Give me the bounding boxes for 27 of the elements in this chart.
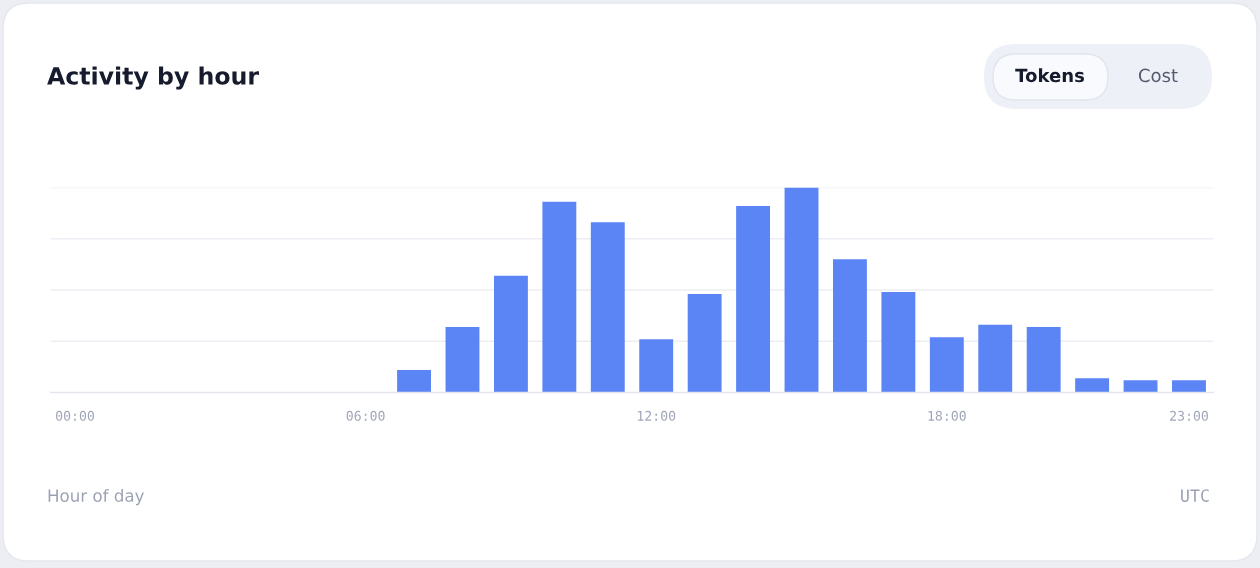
- bar: [1026, 326, 1061, 393]
- bar: [1075, 378, 1110, 393]
- bar: [542, 201, 577, 393]
- x-axis-title: Hour of day: [48, 489, 144, 506]
- text: Cost: [1138, 68, 1178, 83]
- x-tick-label: 00:00: [56, 410, 95, 421]
- bar: [590, 222, 625, 393]
- bar: [397, 369, 431, 393]
- bar: [1172, 380, 1206, 393]
- bar: [445, 326, 480, 393]
- text: UTC: [1181, 489, 1209, 502]
- text: Tokens: [1015, 68, 1084, 83]
- bar: [929, 337, 964, 393]
- bar: [833, 259, 867, 393]
- bar: [784, 187, 819, 393]
- x-tick-label: 12:00: [637, 410, 676, 421]
- bar: [639, 339, 674, 393]
- bar: [978, 324, 1013, 393]
- bar: [736, 205, 771, 393]
- bar: [881, 292, 916, 393]
- x-tick-label: 06:00: [346, 410, 385, 421]
- chart-title: Activity by hour: [47, 66, 259, 90]
- bar: [687, 294, 722, 393]
- x-tick-label: 18:00: [928, 410, 966, 421]
- bar: [1123, 380, 1158, 393]
- bar: [493, 275, 528, 393]
- x-tick-label: 23:00: [1170, 410, 1208, 421]
